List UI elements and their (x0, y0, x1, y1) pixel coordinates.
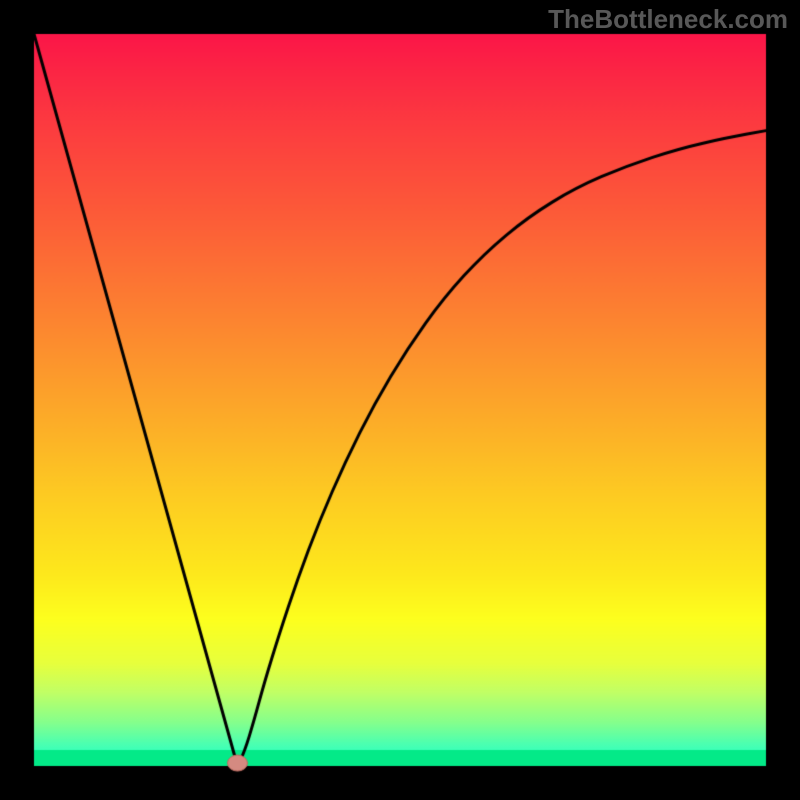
bottleneck-curve-chart (0, 0, 800, 800)
chart-container: TheBottleneck.com (0, 0, 800, 800)
watermark-text: TheBottleneck.com (548, 4, 788, 35)
